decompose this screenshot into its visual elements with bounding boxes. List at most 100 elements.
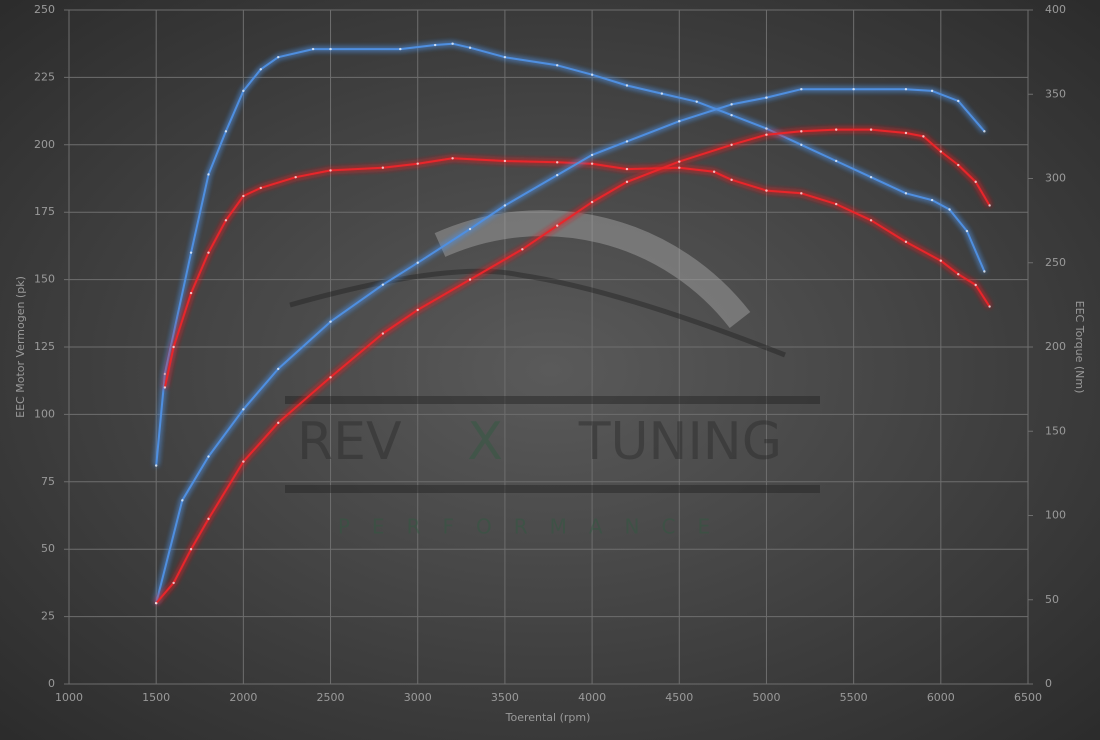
line [155,128,991,604]
y-tick-label: 0 [48,677,55,690]
point [381,332,385,335]
point [904,131,908,135]
point [181,499,184,502]
point [625,84,629,87]
point [189,548,193,551]
point [904,87,908,91]
watermark-text: TUNING [578,412,782,472]
point [678,160,681,163]
point [730,103,733,106]
point [930,198,934,202]
y-tick-label: 175 [34,205,55,218]
point [730,113,733,117]
watermark-text: PERFORMANCE [338,515,732,539]
point [224,130,228,133]
point [207,455,210,458]
point [974,180,977,184]
point [590,200,594,204]
x-tick-label: 2000 [229,691,257,704]
line [163,157,991,388]
point [678,166,681,169]
point [730,178,733,182]
x-tick-label: 4500 [665,691,693,704]
point [939,259,943,262]
watermark-car [289,268,786,358]
x-tick-label: 1500 [142,691,170,704]
point [259,186,262,190]
y-tick-label: 200 [34,138,55,151]
y-tick-label: 150 [34,273,55,286]
point [765,127,768,130]
point [800,130,803,133]
point [189,291,193,295]
point [930,89,934,93]
point [163,372,167,376]
point [590,73,594,76]
line [155,42,986,466]
point [242,194,245,198]
y2-tick-label: 250 [1045,256,1066,269]
point [556,173,559,177]
watermark-bar [285,396,820,404]
point [660,92,664,95]
point [329,376,332,379]
y-axis-label: EEC Motor Vermogen (pk) [14,276,27,418]
point [800,192,803,195]
point [503,159,507,163]
y-tick-label: 25 [41,610,55,623]
point [988,204,991,207]
y2-tick-label: 0 [1045,677,1052,690]
point [983,130,986,133]
point [625,180,629,184]
point [625,140,629,143]
y-tick-label: 75 [41,475,55,488]
point [948,208,951,211]
watermark-gauge [434,210,751,328]
x-tick-label: 6000 [927,691,955,704]
point [590,153,594,157]
point [625,167,629,171]
point [983,270,986,273]
point [329,47,332,51]
watermark-text: REV [297,412,402,472]
point [242,408,245,411]
x-tick-label: 3000 [404,691,432,704]
x-tick-label: 6500 [1014,691,1042,704]
y2-tick-label: 150 [1045,424,1066,437]
point [451,157,454,160]
y-tick-label: 250 [34,3,55,16]
line [155,88,986,604]
point [242,460,245,463]
point [800,87,803,91]
point [521,248,524,251]
point [800,143,803,146]
point [207,251,210,254]
watermark-text: X [467,412,503,472]
point [765,133,768,136]
point [835,159,838,163]
y2-tick-label: 350 [1045,87,1066,100]
x-tick-label: 5000 [752,691,780,704]
point [939,150,943,153]
point [965,229,969,233]
point [277,421,280,425]
x-tick-label: 3500 [491,691,519,704]
point [957,163,960,167]
point [329,320,332,323]
point [974,283,977,287]
point [922,135,925,138]
y2-tick-label: 200 [1045,340,1066,353]
y2-axis-label: EEC Torque (Nm) [1073,301,1086,394]
point [207,173,210,176]
point [416,162,419,165]
point [451,42,454,45]
point [695,100,698,103]
point [329,169,332,172]
point [712,170,716,173]
point [730,143,733,146]
point [172,345,175,349]
point [163,386,167,389]
point [590,162,594,165]
y2-tick-label: 100 [1045,509,1066,522]
